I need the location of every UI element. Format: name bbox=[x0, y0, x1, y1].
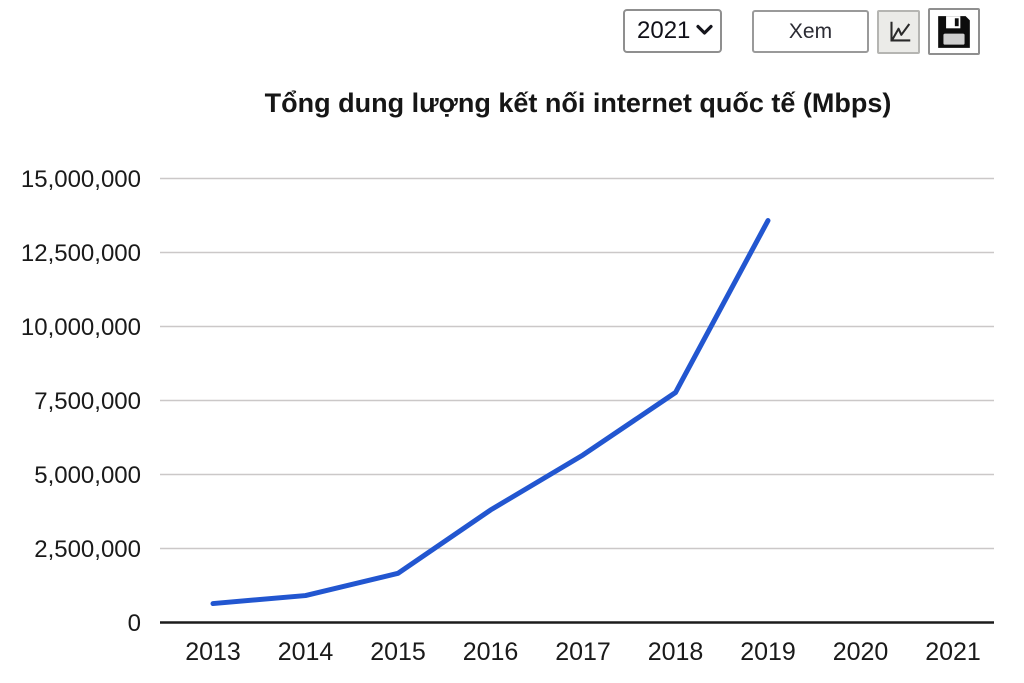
y-tick-label: 0 bbox=[128, 610, 141, 637]
x-tick-label: 2015 bbox=[370, 638, 426, 666]
y-tick-label: 7,500,000 bbox=[34, 388, 141, 415]
x-tick-label: 2018 bbox=[648, 638, 704, 666]
chart-type-button[interactable] bbox=[877, 10, 920, 54]
x-tick-label: 2013 bbox=[185, 638, 241, 666]
x-tick-label: 2020 bbox=[833, 638, 889, 666]
x-tick-label: 2021 bbox=[925, 638, 981, 666]
x-tick-label: 2016 bbox=[463, 638, 519, 666]
year-select-wrap: 2021 bbox=[623, 9, 722, 53]
line-chart-icon bbox=[884, 17, 914, 47]
chart-title: Tổng dung lượng kết nối internet quốc tế… bbox=[264, 88, 892, 118]
save-icon bbox=[935, 13, 973, 51]
y-tick-label: 12,500,000 bbox=[21, 240, 141, 267]
y-tick-label: 2,500,000 bbox=[34, 536, 141, 563]
x-tick-label: 2017 bbox=[555, 638, 611, 666]
y-tick-label: 5,000,000 bbox=[34, 462, 141, 489]
y-tick-label: 15,000,000 bbox=[21, 166, 141, 193]
x-tick-label: 2014 bbox=[278, 638, 334, 666]
view-button[interactable]: Xem bbox=[752, 10, 869, 53]
data-line bbox=[210, 218, 771, 607]
y-tick-label: 10,000,000 bbox=[21, 314, 141, 341]
toolbar: 2021 Xem bbox=[0, 0, 1024, 60]
year-select[interactable]: 2021 bbox=[623, 9, 722, 53]
x-tick-label: 2019 bbox=[740, 638, 796, 666]
save-button[interactable] bbox=[928, 8, 980, 55]
